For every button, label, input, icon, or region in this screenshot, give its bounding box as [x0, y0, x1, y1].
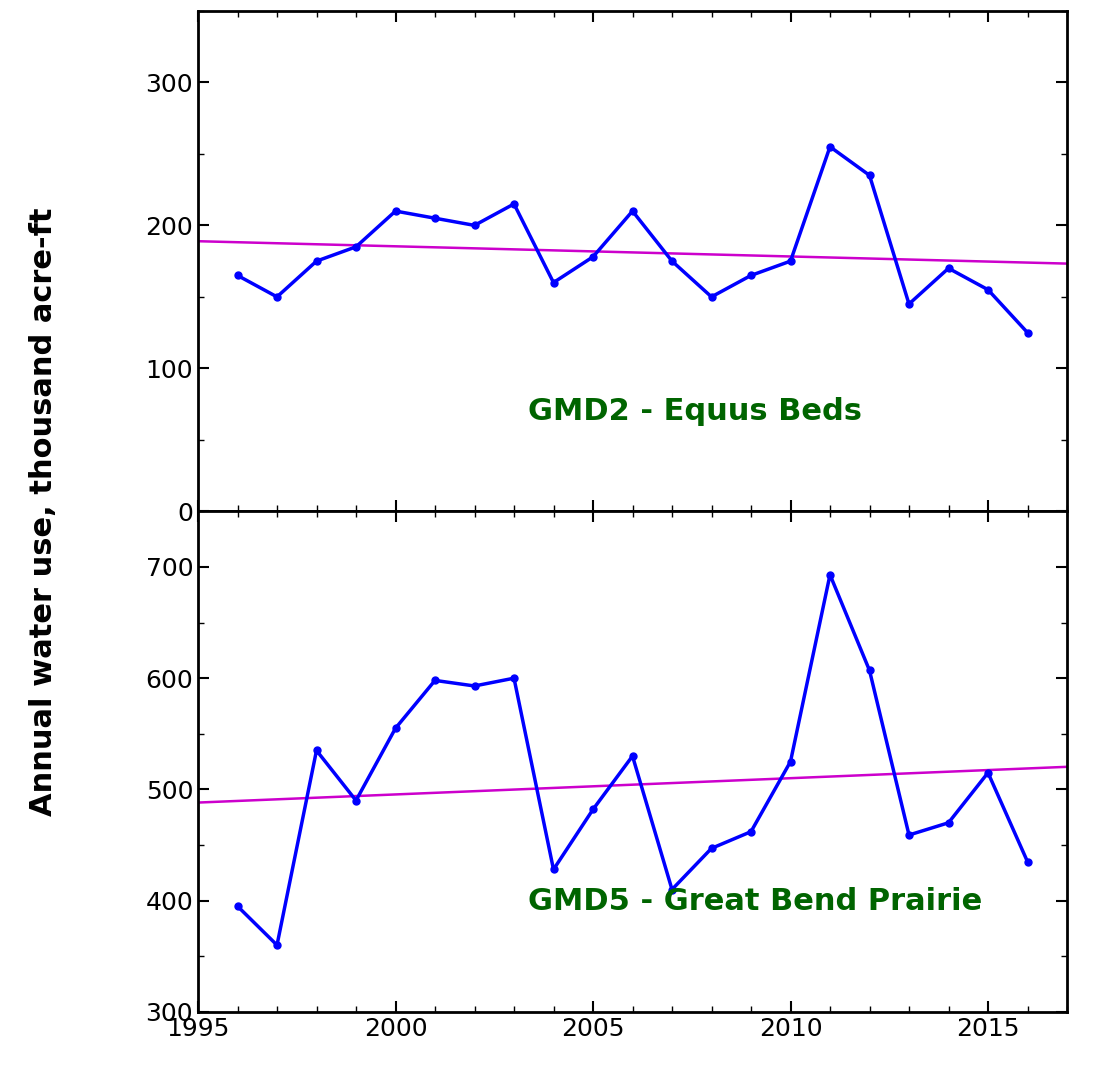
- Text: Annual water use, thousand acre-ft: Annual water use, thousand acre-ft: [30, 207, 58, 816]
- Text: GMD2 - Equus Beds: GMD2 - Equus Beds: [528, 397, 862, 425]
- Text: GMD5 - Great Bend Prairie: GMD5 - Great Bend Prairie: [528, 887, 982, 916]
